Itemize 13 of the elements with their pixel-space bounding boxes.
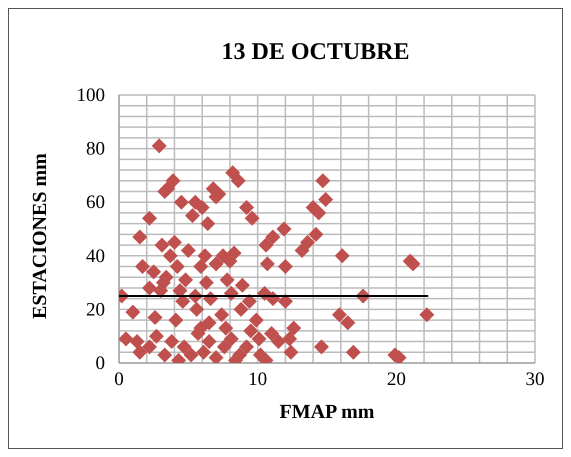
y-tick-label: 60: [86, 192, 105, 214]
y-tick-label: 20: [86, 299, 105, 320]
y-tick-label: 0: [96, 353, 105, 374]
y-axis-title: ESTACIONES mm: [29, 152, 52, 319]
y-tick-label: 100: [76, 85, 105, 106]
x-tick-label: 20: [386, 369, 406, 390]
chart-title: 13 DE OCTUBRE: [220, 39, 411, 66]
x-tick-label: 0: [114, 369, 124, 390]
y-tick-label: 40: [86, 246, 105, 267]
x-tick-label: 10: [248, 369, 268, 390]
y-tick-label: 80: [86, 138, 105, 160]
x-tick-label: 30: [526, 369, 544, 390]
x-axis-title: FMAP mm: [280, 401, 375, 423]
